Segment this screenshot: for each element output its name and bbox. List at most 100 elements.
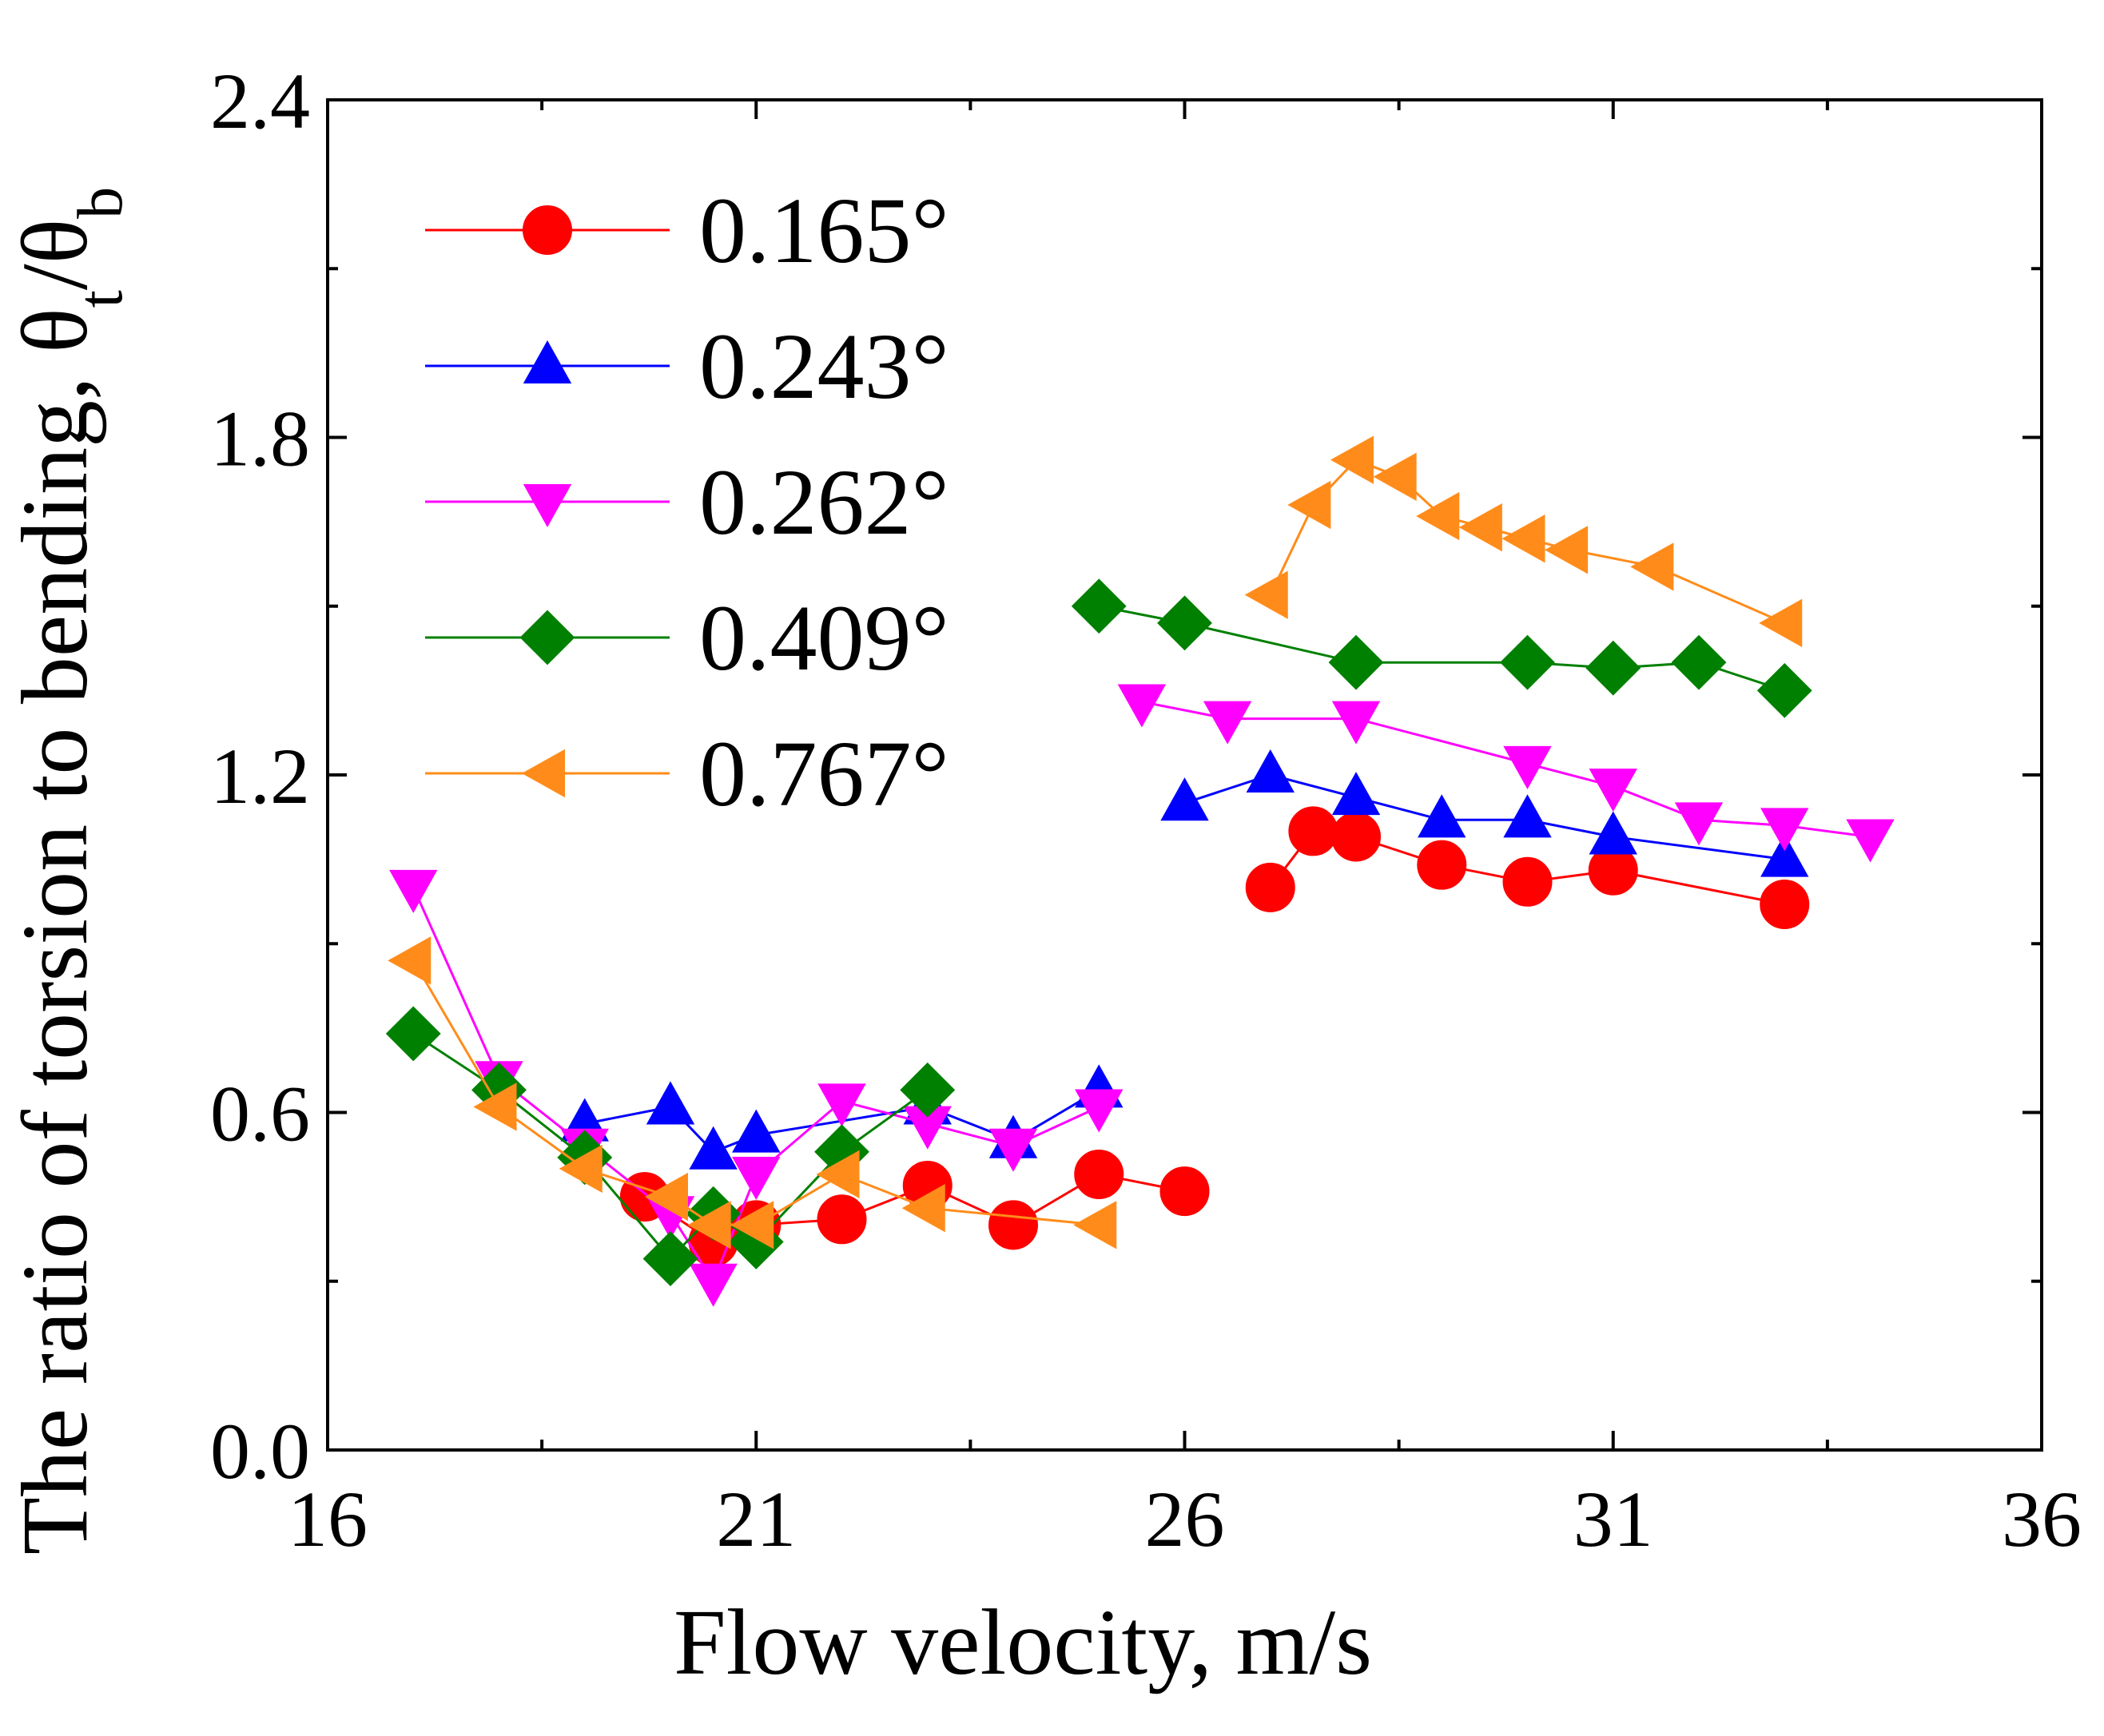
data-point <box>473 1083 517 1131</box>
data-point <box>817 1083 866 1127</box>
data-point <box>1417 840 1467 890</box>
x-tick-label: 16 <box>288 1475 368 1563</box>
data-point <box>1589 769 1637 812</box>
data-point <box>1073 1201 1117 1249</box>
x-tick-label: 26 <box>1145 1475 1225 1563</box>
legend-entry: 0.262° <box>425 450 949 554</box>
x-tick-label: 31 <box>1573 1475 1653 1563</box>
data-point <box>385 1006 441 1062</box>
data-point <box>1418 794 1466 838</box>
data-point <box>1671 634 1727 690</box>
data-point <box>1502 856 1553 907</box>
plot-frame <box>326 98 2043 1452</box>
y-tick-label: 0.0 <box>210 1407 310 1496</box>
y-tick-label: 1.2 <box>210 732 310 820</box>
data-point <box>1503 745 1552 789</box>
data-point <box>1759 598 1803 648</box>
data-point <box>1331 701 1381 745</box>
data-point <box>1416 491 1460 541</box>
data-point <box>900 1062 956 1118</box>
legend-label: 0.243° <box>699 314 949 419</box>
data-point <box>732 1109 781 1153</box>
legend-entry: 0.409° <box>425 586 949 690</box>
data-point <box>1157 595 1212 651</box>
data-point <box>1159 1166 1210 1217</box>
data-point <box>1585 640 1641 696</box>
data-point <box>901 1184 945 1233</box>
data-point <box>1328 634 1384 690</box>
legend: 0.165° 0.243° 0.262° 0.409° 0.767° <box>425 178 949 826</box>
y-tick-label: 1.8 <box>210 395 310 483</box>
data-point <box>1756 662 1812 718</box>
y-tick-label: 0.6 <box>210 1070 310 1158</box>
data-point <box>1071 578 1127 634</box>
legend-entry: 0.165° <box>425 178 949 283</box>
data-point <box>687 1201 731 1249</box>
legend-entry: 0.767° <box>425 721 949 826</box>
data-point <box>1246 749 1295 793</box>
x-tick-label: 21 <box>716 1475 796 1563</box>
legend-marker <box>523 484 572 528</box>
legend-marker <box>521 749 565 798</box>
data-point <box>1630 542 1674 591</box>
series-0-767 <box>388 435 1803 1249</box>
x-axis-title: Flow velocity, m/s <box>674 1590 1372 1694</box>
data-point <box>1373 452 1417 501</box>
data-point <box>1500 634 1555 690</box>
y-axis-title: The ratio of torsion to bending, θt/θb <box>2 187 136 1555</box>
data-point <box>1244 570 1288 619</box>
legend-label: 0.409° <box>699 586 949 690</box>
data-point <box>642 1231 698 1286</box>
data-point <box>1674 802 1724 846</box>
series-line <box>1141 701 1871 838</box>
data-point <box>1075 1089 1124 1133</box>
data-point <box>730 1201 774 1249</box>
data-point <box>1203 701 1252 745</box>
data-point <box>1074 1149 1124 1199</box>
axes: 16 21 26 31 36 0.0 0.6 1.2 1.8 2.4 <box>210 57 2082 1563</box>
x-tick-label: 36 <box>2002 1475 2082 1563</box>
data-point <box>1503 794 1552 838</box>
data-point <box>1760 879 1810 929</box>
series-line <box>1269 458 1785 625</box>
data-point <box>988 1128 1038 1172</box>
data-point <box>1458 503 1502 552</box>
data-point <box>1760 808 1809 852</box>
data-point <box>988 1200 1038 1250</box>
data-point <box>559 1144 603 1194</box>
data-point <box>1331 772 1381 816</box>
data-point <box>1117 684 1167 728</box>
data-point <box>1760 833 1809 877</box>
data-point <box>1288 806 1338 856</box>
data-point <box>1501 514 1545 563</box>
data-point <box>689 1126 738 1170</box>
y-tick-label: 2.4 <box>210 57 310 145</box>
data-point <box>1245 862 1295 912</box>
data-point <box>389 869 438 913</box>
legend-label: 0.165° <box>699 178 949 283</box>
data-point <box>732 1156 781 1201</box>
data-point <box>646 1081 695 1125</box>
data-point <box>1160 777 1209 821</box>
data-point <box>1287 480 1331 530</box>
legend-label: 0.262° <box>699 450 949 554</box>
data-point <box>1330 435 1374 484</box>
data-point <box>1589 811 1637 855</box>
data-point <box>1545 526 1589 574</box>
legend-marker <box>523 340 572 383</box>
legend-entry: 0.243° <box>425 314 949 419</box>
legend-marker <box>519 610 575 665</box>
data-point <box>388 936 432 985</box>
data-point <box>1331 812 1381 862</box>
data-point <box>1846 819 1895 863</box>
data-point <box>817 1194 867 1245</box>
series-0-262 <box>389 684 1895 1307</box>
legend-marker <box>523 205 572 255</box>
legend-label: 0.767° <box>699 721 949 826</box>
data-point <box>689 1263 738 1307</box>
data-point <box>816 1150 860 1199</box>
data-point <box>644 1172 688 1222</box>
plot-series <box>385 435 1895 1307</box>
